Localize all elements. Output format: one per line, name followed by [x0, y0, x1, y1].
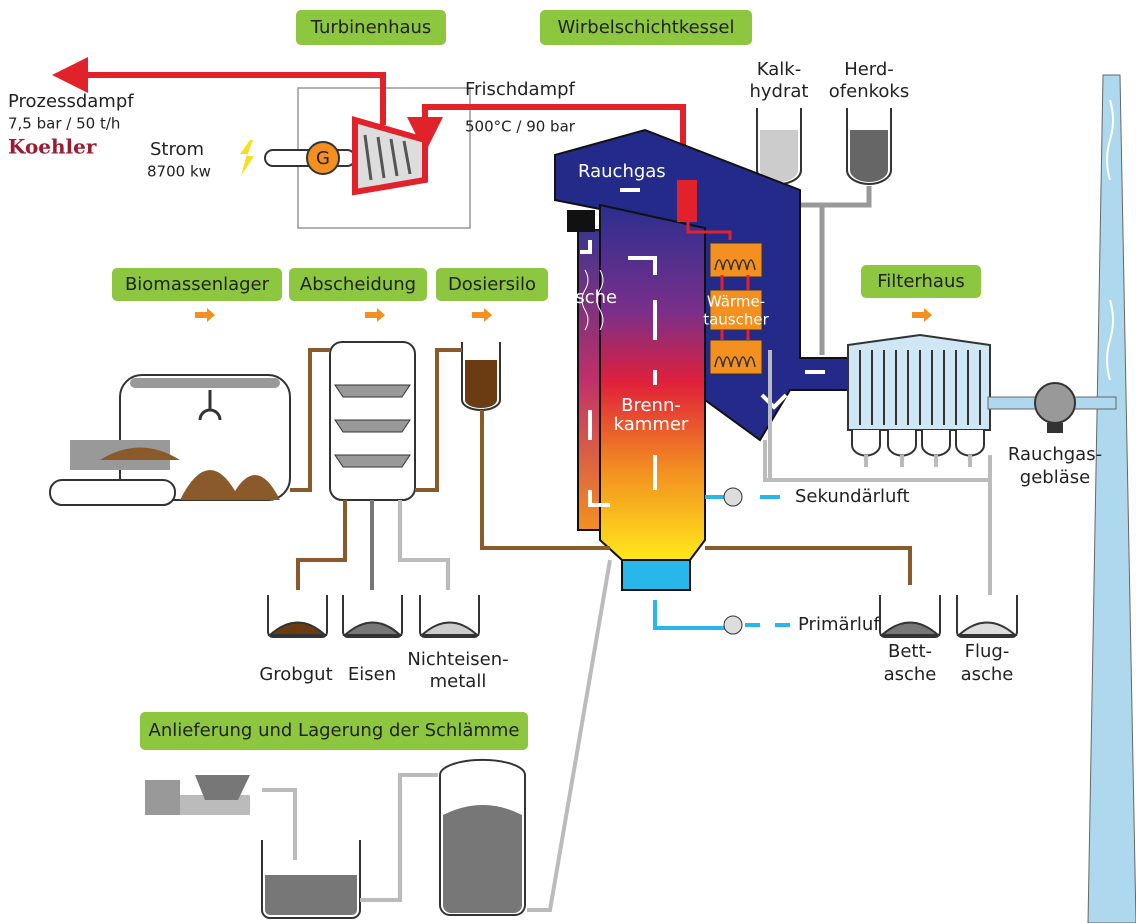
label: Eisen [348, 664, 396, 685]
biomass-line-part [335, 385, 410, 467]
label: Rauchgas [578, 161, 666, 182]
label: Wirbelschichtkessel [557, 17, 734, 38]
label: Dosiersilo [448, 274, 536, 295]
label: tauscher [703, 311, 769, 329]
biomass-line-part [50, 480, 175, 505]
sludge-line-part [145, 780, 180, 815]
section-label: Abscheidung [289, 268, 427, 301]
label: Bett- [888, 641, 932, 662]
flow-arrow-part [912, 308, 932, 322]
label: 7,5 bar / 50 t/h [8, 115, 120, 133]
flow-arrow-part [365, 308, 385, 322]
label: Biomassenlager [125, 274, 270, 295]
biomass-line-part [130, 378, 280, 388]
output-bin [268, 595, 1017, 637]
section-label: Biomassenlager [112, 268, 282, 301]
biomass-line-part [465, 360, 497, 408]
label: Primärluft [798, 614, 886, 635]
label: Brenn- [621, 395, 681, 416]
sludge-line-part [443, 805, 522, 913]
filter-house-part [1088, 75, 1136, 923]
label: Abscheidung [300, 274, 416, 295]
section-label: Turbinenhaus [296, 10, 446, 45]
label: Asche [563, 287, 617, 308]
label: Strom [150, 139, 204, 160]
filter-house-part [852, 430, 984, 456]
label: Anlieferung und Lagerung der Schlämme [149, 720, 520, 741]
turbine-house-part [355, 120, 425, 192]
boiler-part [567, 210, 595, 232]
section-label: Anlieferung und Lagerung der Schlämme [140, 712, 528, 750]
section-label: Dosiersilo [436, 268, 548, 301]
label: Flug- [965, 641, 1010, 662]
label: Kalk- [757, 59, 801, 80]
boiler-part [724, 616, 742, 634]
section-label: Filterhaus [861, 265, 981, 298]
label: Filterhaus [877, 271, 965, 292]
turbine-house-part [240, 140, 254, 176]
label: G [316, 148, 330, 169]
label: asche [961, 664, 1014, 685]
additive-silo-part [760, 130, 798, 182]
boiler-part [724, 488, 742, 506]
label: Sekundärluft [795, 486, 910, 507]
label: Wärme- [707, 293, 765, 311]
label: ofenkoks [829, 81, 909, 102]
label: asche [884, 664, 937, 685]
boiler-part [622, 560, 690, 590]
filter-house-part [1035, 383, 1075, 423]
section-label: Wirbelschichtkessel [540, 10, 752, 45]
label: 8700 kw [147, 163, 211, 181]
additive-silo-part [850, 130, 888, 182]
label: Grobgut [259, 664, 332, 685]
label: metall [430, 671, 487, 692]
label: Koehler [8, 135, 97, 159]
filter-house-part [1047, 423, 1063, 433]
label: Rauchgas- [1008, 444, 1102, 465]
label: gebläse [1020, 467, 1090, 488]
flow-arrow-part [472, 308, 492, 322]
label: Nichteisen- [407, 649, 508, 670]
label: Herd- [844, 59, 894, 80]
label: Frischdampf [465, 79, 576, 100]
label: 500°C / 90 bar [465, 118, 576, 136]
label: Turbinenhaus [310, 17, 432, 38]
process-diagram: Turbinenhaus Wirbelschichtkessel Biomass… [0, 0, 1136, 923]
label: hydrat [750, 81, 809, 102]
label: Prozessdampf [8, 91, 134, 112]
biomass-line-part [400, 500, 448, 590]
boiler-part [655, 600, 725, 628]
flow-arrow-part [195, 308, 215, 322]
boiler-part [677, 180, 697, 222]
label: kammer [614, 414, 689, 435]
sludge-line-part [265, 875, 357, 915]
